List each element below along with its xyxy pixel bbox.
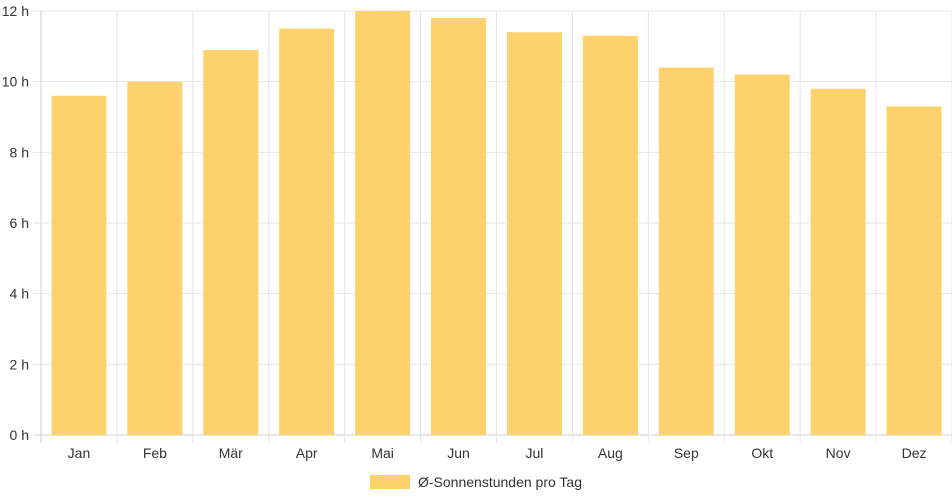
bar-sep[interactable]: [658, 67, 714, 436]
bar-jun[interactable]: [431, 18, 487, 436]
x-tick-label: Jun: [447, 445, 470, 461]
bar-mär[interactable]: [203, 49, 259, 435]
y-tick-label: 8 h: [10, 144, 29, 160]
bars: [51, 11, 942, 436]
legend-swatch: [370, 475, 410, 489]
legend-label: Ø-Sonnenstunden pro Tag: [418, 474, 582, 490]
x-tick-label: Okt: [751, 445, 773, 461]
x-tick-label: Aug: [598, 445, 623, 461]
bar-mai[interactable]: [355, 11, 411, 435]
x-axis-labels: Jan Feb Mär Apr Mai Jun Jul Aug Sep Okt Nov Dez: [68, 445, 927, 461]
y-tick-label: 4 h: [10, 286, 29, 302]
x-tick-label: Dez: [902, 445, 927, 461]
x-tick-label: Feb: [143, 445, 167, 461]
y-tick-label: 2 h: [10, 356, 29, 372]
bar-apr[interactable]: [279, 28, 335, 436]
x-tick-label: Nov: [826, 445, 851, 461]
x-tick-label: Jul: [526, 445, 544, 461]
bar-nov[interactable]: [810, 88, 866, 435]
x-tick-label: Apr: [296, 445, 318, 461]
legend[interactable]: Ø-Sonnenstunden pro Tag: [370, 472, 582, 492]
y-tick-label: 6 h: [10, 215, 29, 231]
y-axis-labels: 0 h 2 h 4 h 6 h 8 h 10 h 12 h: [2, 3, 29, 443]
grid-lines: [33, 10, 952, 443]
bar-aug[interactable]: [582, 35, 638, 435]
bar-chart: 0 h2 h4 h6 h8 h10 h12 h Jan Feb Mär Apr Mai J…: [2, 3, 952, 461]
x-tick-label: Jan: [68, 445, 91, 461]
x-tick-label: Sep: [674, 445, 699, 461]
bar-jul[interactable]: [506, 32, 562, 435]
y-tick-label: 10 h: [2, 74, 29, 90]
y-tick-label: 12 h: [2, 3, 29, 19]
x-tick-label: Mär: [219, 445, 243, 461]
bar-okt[interactable]: [734, 74, 790, 435]
bar-jan[interactable]: [51, 95, 107, 436]
y-tick-label: 0 h: [10, 427, 29, 443]
bar-feb[interactable]: [127, 81, 183, 436]
bar-dez[interactable]: [886, 106, 942, 436]
x-tick-label: Mai: [371, 445, 394, 461]
